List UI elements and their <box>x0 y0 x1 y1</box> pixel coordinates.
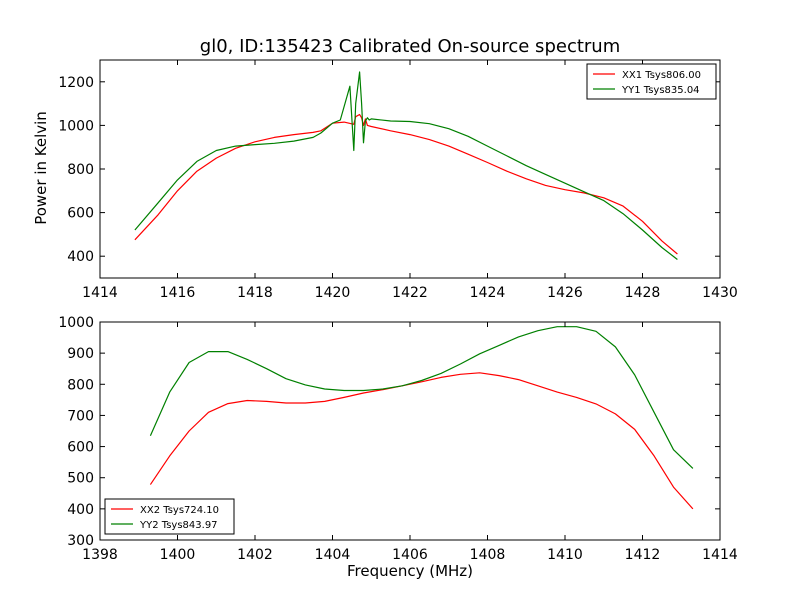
bottom-chart-y-tick-label: 800 <box>67 377 94 393</box>
top-chart-axes: 1414 1416 1418 1420 1422 1424 1426 1428 1430 400 6… <box>58 59 738 301</box>
top-chart-y-tick-label: 400 <box>67 249 94 265</box>
top-chart-y-tick-label: 1200 <box>58 75 94 91</box>
bottom-chart-y-tick-label: 700 <box>67 408 94 424</box>
top-chart-x-tick-label: 1422 <box>392 285 428 301</box>
top-chart-legend-box <box>586 63 717 100</box>
top-chart-y-tick-label: 600 <box>67 206 94 222</box>
bottom-chart-x-tick-label: 1404 <box>315 547 351 563</box>
top-chart-legend-label-1: XX1 Tsys806.00 <box>622 70 701 81</box>
top-chart-legend-label-2: YY1 Tsys835.04 <box>621 85 700 96</box>
bottom-chart-y-tick-label: 400 <box>67 502 94 518</box>
bottom-chart-x-tick-label: 1402 <box>237 547 273 563</box>
bottom-chart-y-tick-label: 1000 <box>58 315 94 331</box>
top-chart-series-line-1 <box>134 113 678 255</box>
bottom-chart-y-tick-label: 500 <box>67 471 94 487</box>
bottom-chart-series-line-1 <box>149 372 694 510</box>
bottom-chart-axes: 1398 1400 1402 1404 1406 1408 1410 1412 1414 300 4… <box>58 315 738 563</box>
bottom-chart-legend-label-1: XX2 Tsys724.10 <box>140 505 219 516</box>
bottom-chart-x-tick-label: 1414 <box>702 547 738 563</box>
top-chart-x-tick-label: 1426 <box>547 285 583 301</box>
bottom-chart-series <box>149 326 694 510</box>
bottom-chart-x-axis-label: Frequency (MHz) <box>347 562 473 580</box>
bottom-chart-x-tick-label: 1408 <box>470 547 506 563</box>
top-chart-x-tick-label: 1428 <box>625 285 661 301</box>
top-chart: gl0, ID:135423 Calibrated On-source spec… <box>32 36 738 301</box>
top-chart-title: gl0, ID:135423 Calibrated On-source spec… <box>200 36 620 57</box>
top-chart-y-tick-label: 1000 <box>58 118 94 134</box>
top-chart-y-axis-label: Power in Kelvin <box>32 111 50 225</box>
top-chart-x-tick-label: 1424 <box>470 285 506 301</box>
bottom-chart-y-tick-label: 900 <box>67 346 94 362</box>
top-chart-x-tick-label: 1430 <box>702 285 738 301</box>
bottom-chart-x-tick-label: 1398 <box>82 547 118 563</box>
bottom-chart-x-tick-label: 1410 <box>547 547 583 563</box>
bottom-chart-y-tick-label: 300 <box>67 533 94 549</box>
top-chart-x-tick-label: 1416 <box>160 285 196 301</box>
bottom-chart-x-tick-label: 1400 <box>160 547 196 563</box>
bottom-chart-x-tick-label: 1406 <box>392 547 428 563</box>
bottom-chart-legend-label-2: YY2 Tsys843.97 <box>139 520 218 531</box>
bottom-chart-legend-box <box>104 498 235 535</box>
top-chart-series <box>134 71 678 260</box>
bottom-chart-legend: XX2 Tsys724.10 YY2 Tsys843.97 <box>104 498 235 535</box>
bottom-chart-y-tick-label: 600 <box>67 440 94 456</box>
top-chart-y-tick-label: 800 <box>67 162 94 178</box>
top-chart-x-tick-label: 1420 <box>315 285 351 301</box>
top-chart-x-tick-label: 1414 <box>82 285 118 301</box>
top-chart-x-tick-label: 1418 <box>237 285 273 301</box>
bottom-chart-series-line-2 <box>149 326 694 469</box>
top-chart-series-line-2 <box>134 71 678 260</box>
bottom-chart-x-tick-label: 1412 <box>625 547 661 563</box>
top-chart-legend: XX1 Tsys806.00 YY1 Tsys835.04 <box>586 63 717 100</box>
bottom-chart: Frequency (MHz) 1398 1400 1402 1404 1406 1408… <box>58 315 738 580</box>
